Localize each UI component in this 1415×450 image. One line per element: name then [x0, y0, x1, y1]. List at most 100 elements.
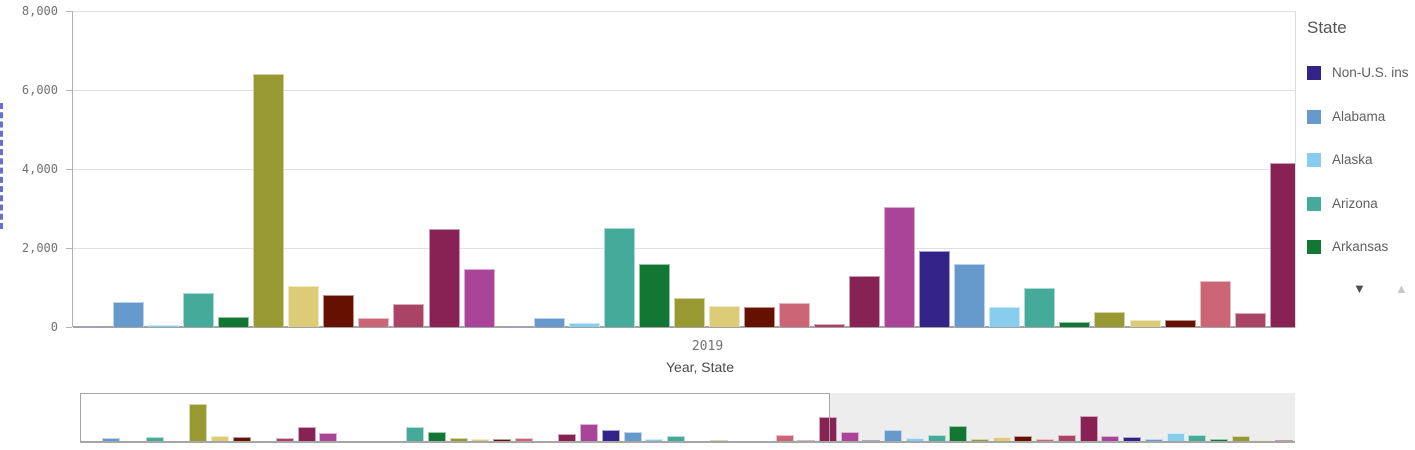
- x-axis-baseline: [73, 326, 1295, 328]
- mini-bar: [514, 438, 533, 442]
- y-tick-mark: [66, 11, 72, 12]
- bar[interactable]: [533, 317, 565, 327]
- legend-item-alabama[interactable]: Alabama: [1300, 108, 1415, 128]
- bar[interactable]: [814, 323, 846, 327]
- legend-scroll-up-icon[interactable]: ▲: [1395, 281, 1408, 296]
- bar[interactable]: [708, 306, 740, 327]
- legend-scroll-down-icon[interactable]: ▼: [1353, 281, 1366, 296]
- mini-bar: [1101, 436, 1120, 442]
- bar[interactable]: [673, 298, 705, 327]
- mini-bar: [775, 435, 794, 442]
- y-tick-label: 4,000: [21, 162, 58, 176]
- mini-bar: [1209, 439, 1228, 442]
- bar[interactable]: [1164, 319, 1196, 327]
- gridline: [73, 248, 1295, 249]
- bar[interactable]: [78, 325, 109, 327]
- mini-bar: [840, 431, 859, 442]
- legend-swatch: [1307, 66, 1321, 80]
- mini-bar: [1231, 436, 1250, 442]
- bar[interactable]: [954, 264, 986, 327]
- mini-bar: [232, 437, 251, 442]
- mini-bar: [1057, 434, 1076, 442]
- bar[interactable]: [288, 285, 320, 327]
- mini-bar: [493, 438, 512, 442]
- legend-item-arizona[interactable]: Arizona: [1300, 195, 1415, 215]
- legend-swatch: [1307, 109, 1321, 124]
- mini-bar: [905, 438, 924, 442]
- y-axis-title-clipped: [0, 103, 6, 229]
- mini-bar: [471, 438, 490, 442]
- legend-item-label: Alabama: [1332, 108, 1386, 124]
- bar[interactable]: [428, 228, 460, 327]
- bar[interactable]: [498, 326, 530, 327]
- mini-bar: [189, 403, 208, 442]
- navigator-baseline: [80, 441, 1295, 443]
- bar[interactable]: [989, 306, 1021, 327]
- mini-bar: [102, 438, 121, 442]
- mini-bar: [1079, 415, 1098, 442]
- bar[interactable]: [603, 227, 635, 327]
- legend-item-label: Alaska: [1332, 152, 1373, 167]
- legend-swatch: [1307, 196, 1321, 211]
- gridline: [73, 90, 1295, 91]
- legend-item-label: Non-U.S. ins: [1332, 65, 1409, 80]
- legend-item-alaska[interactable]: Alaska: [1300, 151, 1415, 171]
- y-tick-mark: [66, 90, 72, 91]
- mini-bar: [797, 439, 816, 442]
- legend-item-arkansas[interactable]: Arkansas: [1300, 238, 1415, 258]
- y-tick-label: 2,000: [21, 241, 58, 255]
- mini-bar: [449, 437, 468, 442]
- mini-bar: [645, 438, 664, 442]
- bar[interactable]: [1094, 312, 1126, 327]
- y-tick-label: 8,000: [21, 4, 58, 18]
- bar[interactable]: [218, 317, 250, 327]
- bar[interactable]: [323, 295, 355, 327]
- bar[interactable]: [183, 293, 215, 327]
- bar[interactable]: [638, 264, 670, 327]
- bar[interactable]: [568, 323, 600, 327]
- mini-bar: [580, 423, 599, 442]
- mini-bar: [319, 433, 338, 442]
- legend-swatch: [1307, 153, 1321, 167]
- bar[interactable]: [148, 324, 180, 327]
- gridline: [73, 169, 1295, 170]
- bar-plot-area: [73, 11, 1295, 327]
- bar[interactable]: [463, 269, 495, 327]
- legend-item-label: Arizona: [1332, 195, 1378, 211]
- mini-bar: [406, 426, 425, 442]
- mini-bar: [927, 435, 946, 442]
- bar[interactable]: [358, 317, 390, 327]
- mini-bar: [1166, 432, 1185, 442]
- gridline: [73, 11, 1295, 12]
- mini-bar: [558, 434, 577, 442]
- mini-bar: [428, 432, 447, 442]
- y-tick-label: 0: [50, 320, 58, 334]
- chart-navigator[interactable]: [80, 393, 1295, 443]
- bar[interactable]: [1234, 313, 1266, 327]
- mini-bar: [818, 417, 837, 442]
- bar[interactable]: [113, 301, 145, 327]
- bar[interactable]: [884, 206, 916, 327]
- navigator-window-handle[interactable]: [80, 393, 830, 443]
- bar[interactable]: [1199, 281, 1231, 327]
- mini-bar: [297, 427, 316, 442]
- bar[interactable]: [393, 303, 425, 327]
- bar[interactable]: [849, 276, 881, 327]
- mini-bar: [275, 438, 294, 442]
- legend-item-label: Arkansas: [1332, 239, 1389, 254]
- bar[interactable]: [1129, 319, 1161, 327]
- bar[interactable]: [779, 303, 810, 327]
- plot-right-border: [1295, 11, 1296, 328]
- bar[interactable]: [1024, 287, 1056, 327]
- bar[interactable]: [743, 306, 775, 327]
- bar[interactable]: [253, 74, 285, 327]
- legend-item-non-u-s-ins[interactable]: Non-U.S. ins: [1300, 64, 1415, 84]
- mini-bar: [992, 437, 1011, 442]
- mini-bar: [949, 426, 968, 442]
- y-axis-line: [72, 11, 73, 327]
- bar[interactable]: [919, 251, 951, 327]
- bar[interactable]: [1059, 321, 1091, 327]
- y-tick-mark: [66, 169, 72, 170]
- mini-bar: [971, 439, 990, 442]
- bar[interactable]: [1269, 162, 1295, 327]
